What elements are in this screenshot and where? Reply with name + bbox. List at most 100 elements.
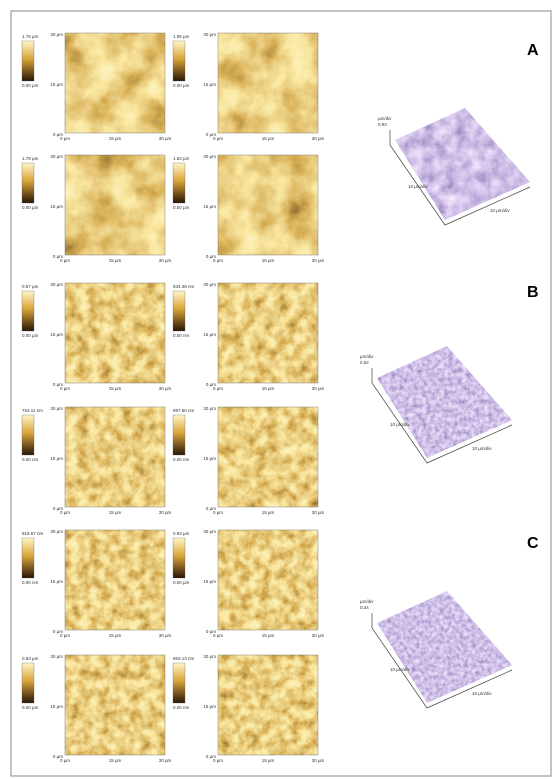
x-tick-label: 30 µm [312,386,325,391]
z-unit: µm/div [360,354,374,359]
afm-image [218,530,318,630]
colorbar [173,291,185,331]
colorbar [173,163,185,203]
colorbar-max: 1.83 µm [173,156,190,161]
afm-image [218,655,318,755]
surface-3d [377,346,512,458]
colorbar [173,538,185,578]
x-tick-label: 15 µm [109,510,122,515]
afm-image [218,283,318,383]
x-tick-label: 15 µm [262,510,275,515]
colorbar-min: 0.00 µm [173,83,190,88]
colorbar-max: 1.76 µm [22,34,39,39]
colorbar-min: 0.00 nm [22,457,39,462]
x-tick-label: 15 µm [109,386,122,391]
afm-image [218,155,318,255]
colorbar [22,291,34,331]
x-axis-label: 10 µm/div [408,184,428,189]
colorbar-max: 1.95 µm [173,34,190,39]
colorbar-min: 0.00 nm [173,705,190,710]
afm-image [65,655,165,755]
y-tick-label: 30 µm [203,529,216,534]
z-value: 0.93 [378,122,387,127]
colorbar-max: 818.67 nm [22,531,44,536]
surface-3d [395,108,530,220]
y-axis-label: 10 µm/div [490,208,510,213]
afm-image [218,407,318,507]
y-tick-label: 30 µm [50,32,63,37]
x-tick-label: 30 µm [159,136,172,141]
x-tick-label: 30 µm [159,258,172,263]
x-tick-label: 15 µm [109,136,122,141]
x-tick-label: 15 µm [262,258,275,263]
colorbar-min: 0.00 µm [22,333,39,338]
colorbar-min: 0.00 µm [22,83,39,88]
y-tick-label: 15 µm [50,204,63,209]
y-tick-label: 30 µm [203,654,216,659]
colorbar-min: 0.00 µm [22,205,39,210]
colorbar-max: 753.11 nm [22,408,43,413]
panel-label: B [527,284,539,301]
colorbar [22,41,34,81]
afm-image [65,530,165,630]
y-tick-label: 15 µm [50,82,63,87]
y-tick-label: 30 µm [203,282,216,287]
y-tick-label: 30 µm [50,282,63,287]
x-tick-label: 15 µm [262,758,275,763]
y-axis-label: 10 µm/div [472,691,492,696]
z-value: 0.34 [360,605,369,610]
panel-label: A [527,42,539,59]
x-tick-label: 15 µm [262,386,275,391]
panel-label: C [527,535,539,552]
y-tick-label: 15 µm [203,456,216,461]
colorbar-min: 0.00 µm [173,205,190,210]
y-tick-label: 15 µm [50,579,63,584]
colorbar-max: 853.13 nm [173,656,195,661]
x-tick-label: 30 µm [159,758,172,763]
y-tick-label: 30 µm [50,654,63,659]
colorbar [22,415,34,455]
y-tick-label: 0 µm [53,754,63,759]
y-tick-label: 0 µm [206,254,216,259]
y-tick-label: 15 µm [50,332,63,337]
y-axis-label: 10 µm/div [472,446,492,451]
y-tick-label: 15 µm [203,704,216,709]
colorbar-max: 1.79 µm [22,156,39,161]
x-tick-label: 30 µm [312,758,325,763]
colorbar-min: 0.00 µm [22,705,39,710]
y-tick-label: 0 µm [206,382,216,387]
surface-3d [377,591,512,703]
y-tick-label: 0 µm [53,506,63,511]
y-tick-label: 0 µm [53,382,63,387]
z-unit: µm/div [378,116,392,121]
z-unit: µm/div [360,599,374,604]
colorbar [173,663,185,703]
y-tick-label: 15 µm [203,332,216,337]
afm-image [65,407,165,507]
colorbar-max: 0.93 µm [173,531,190,536]
y-tick-label: 15 µm [203,204,216,209]
y-tick-label: 0 µm [53,132,63,137]
x-tick-label: 15 µm [262,633,275,638]
colorbar [22,663,34,703]
afm-image [65,155,165,255]
x-tick-label: 30 µm [159,510,172,515]
figure: A 1.76 µm 0.00 µm 30 µm 0 µm 15 µm 15 µm 0 µm 30… [0,0,554,779]
afm-image [65,283,165,383]
colorbar-max: 0.67 µm [22,284,39,289]
colorbar [173,41,185,81]
x-tick-label: 30 µm [312,510,325,515]
colorbar-max: 934.38 nm [173,284,195,289]
y-tick-label: 0 µm [206,506,216,511]
x-tick-label: 15 µm [262,136,275,141]
y-tick-label: 15 µm [203,579,216,584]
y-tick-label: 30 µm [50,529,63,534]
x-tick-label: 30 µm [312,136,325,141]
colorbar [22,163,34,203]
x-tick-label: 15 µm [109,633,122,638]
colorbar-min: 0.00 nm [173,457,190,462]
colorbar-min: 0.00 µm [173,580,190,585]
afm-image [65,33,165,133]
y-tick-label: 15 µm [50,456,63,461]
colorbar [22,538,34,578]
